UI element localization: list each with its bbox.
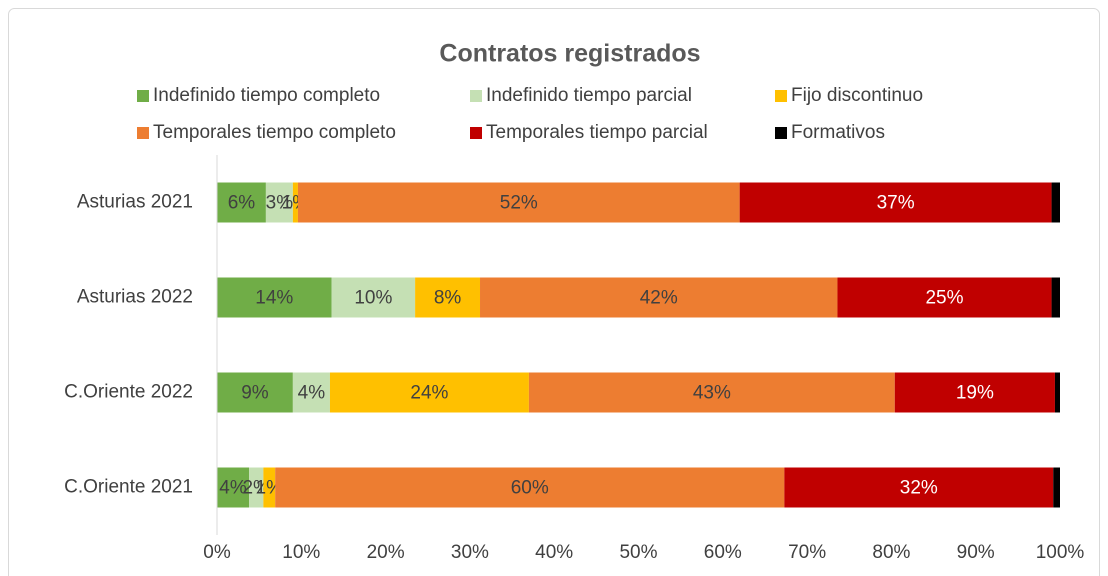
data-label: 52% (500, 193, 538, 214)
data-label: 14% (255, 288, 293, 309)
bar-segment (480, 277, 838, 318)
bar-segment (275, 467, 785, 508)
bar-segment (739, 182, 1052, 223)
legend-swatch (470, 127, 482, 139)
data-label: 4% (298, 383, 326, 404)
legend-label: Temporales tiempo completo (153, 122, 396, 143)
bar-segment (329, 372, 529, 413)
x-tick-label: 20% (367, 542, 405, 563)
x-tick-label: 30% (451, 542, 489, 563)
data-label: 2% (242, 478, 270, 499)
x-tick-label: 70% (788, 542, 826, 563)
bar-segment (894, 372, 1055, 413)
legend-swatch (775, 127, 787, 139)
bar-segment (1051, 277, 1060, 318)
bar-segment (784, 467, 1054, 508)
y-tick-label: Asturias 2021 (77, 192, 193, 213)
bar-segment (528, 372, 895, 413)
x-tick-label: 80% (872, 542, 910, 563)
bar-segment (217, 372, 293, 413)
bar-segment (217, 277, 332, 318)
bar-segment (297, 182, 740, 223)
x-tick-label: 40% (535, 542, 573, 563)
bar-segment (292, 182, 298, 223)
data-label: 6% (228, 193, 256, 214)
data-label: 4% (219, 478, 247, 499)
data-label: 37% (877, 193, 915, 214)
data-label: 10% (354, 288, 392, 309)
bar-segment (837, 277, 1052, 318)
bar-segment (1053, 467, 1060, 508)
bar-segment (331, 277, 416, 318)
data-label: 25% (925, 288, 963, 309)
bar-segment (217, 467, 250, 508)
x-tick-label: 50% (619, 542, 657, 563)
x-tick-label: 60% (704, 542, 742, 563)
legend-swatch (470, 90, 482, 102)
data-label: 19% (956, 383, 994, 404)
data-label: 8% (434, 288, 462, 309)
bar-segment (263, 467, 276, 508)
legend-label: Temporales tiempo parcial (486, 122, 708, 143)
legend-label: Formativos (791, 122, 885, 143)
legend-label: Fijo discontinuo (791, 85, 923, 106)
bar-segment (265, 182, 293, 223)
y-tick-label: C.Oriente 2022 (64, 382, 193, 403)
data-label: 32% (900, 478, 938, 499)
x-tick-label: 0% (203, 542, 231, 563)
bar-segment (292, 372, 330, 413)
legend-swatch (137, 127, 149, 139)
bar-segment (249, 467, 264, 508)
legend-swatch (775, 90, 787, 102)
chart-title: Contratos registrados (439, 40, 700, 68)
data-label: 43% (693, 383, 731, 404)
x-tick-label: 100% (1036, 542, 1085, 563)
data-label: 3% (266, 193, 294, 214)
legend-label: Indefinido tiempo parcial (486, 85, 692, 106)
x-tick-label: 90% (957, 542, 995, 563)
legend-label: Indefinido tiempo completo (153, 85, 380, 106)
x-tick-label: 10% (282, 542, 320, 563)
legend-swatch (137, 90, 149, 102)
data-label: 60% (511, 478, 549, 499)
bar-segment (1051, 182, 1060, 223)
data-label: 24% (410, 383, 448, 404)
data-label: 42% (640, 288, 678, 309)
y-tick-label: C.Oriente 2021 (64, 477, 193, 498)
data-label: 9% (241, 383, 269, 404)
bar-segment (217, 182, 266, 223)
bar-segment (1054, 372, 1060, 413)
y-tick-label: Asturias 2022 (77, 287, 193, 308)
bar-segment (415, 277, 481, 318)
